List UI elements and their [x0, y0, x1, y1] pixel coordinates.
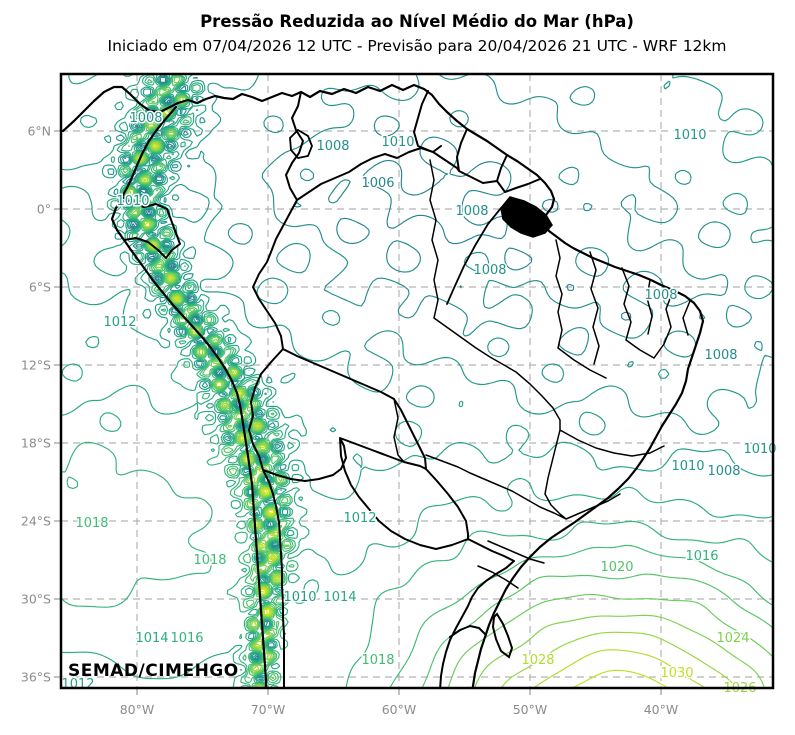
watermark-source: SEMAD/CIMEHGO: [68, 661, 239, 681]
isobar-label: 1028: [521, 653, 554, 668]
lake-maracaibo: [289, 128, 313, 159]
isobar-label: 1014: [323, 590, 356, 605]
isobar-label: 1018: [361, 653, 394, 668]
isobar-label: 1020: [600, 560, 633, 575]
isobar-contours: [61, 74, 773, 688]
isobar-label: 1016: [685, 549, 718, 564]
isobar-label: 1008: [704, 348, 737, 363]
lat-tick-label: 0°: [37, 202, 51, 217]
lon-tick-label: 80°W: [120, 702, 155, 717]
isobar-label: 1030: [660, 666, 693, 681]
isobar-label: 1010: [116, 194, 149, 209]
lon-tick-label: 50°W: [513, 702, 548, 717]
isobar-label: 1008: [316, 139, 349, 154]
isobar-label: 1010: [673, 128, 706, 143]
graticule-gridlines: [54, 74, 773, 695]
isobar-label: 1010: [743, 442, 776, 457]
lat-tick-label: 6°S: [29, 280, 51, 295]
isobar-label: 1012: [343, 511, 376, 526]
lat-tick-label: 18°S: [21, 436, 51, 451]
axis-tick-labels: 6°N 0° 6°S 12°S 18°S 24°S 30°S 36°S 80°W 70°W 60°W…: [21, 124, 678, 718]
lon-tick-label: 40°W: [644, 702, 679, 717]
isobar-label: 1010: [283, 590, 316, 605]
isobar-label: 1008: [473, 263, 506, 278]
map-frame: [59, 72, 775, 690]
isobar-label: 1008: [707, 464, 740, 479]
chart-title: Pressão Reduzida ao Nível Médio do Mar (…: [200, 12, 634, 31]
isobar-label: 1018: [75, 516, 108, 531]
isobar-label: 1014: [135, 631, 168, 646]
amazon-delta: [500, 196, 553, 238]
isobar-label: 1006: [361, 176, 394, 191]
isobar-1034: [263, 489, 266, 591]
isobar-label: 1010: [381, 135, 414, 150]
coastline-pacific: [110, 105, 268, 688]
isobar-label: 1008: [455, 204, 488, 219]
lat-tick-label: 24°S: [21, 514, 51, 529]
chart-subtitle: Iniciado em 07/04/2026 12 UTC - Previsão…: [107, 37, 727, 55]
isobar-label: 1010: [671, 459, 704, 474]
isobar-1018: [116, 74, 773, 688]
isobar-1010: [107, 74, 773, 682]
isobar-label: 1018: [193, 553, 226, 568]
lat-tick-label: 36°S: [21, 670, 51, 685]
lat-tick-label: 30°S: [21, 592, 51, 607]
isobar-1014: [61, 74, 773, 688]
isobar-label: 1016: [170, 631, 203, 646]
isobar-label: 1008: [129, 111, 162, 126]
country-borders: [121, 90, 541, 688]
isobar-label: 1012: [103, 315, 136, 330]
isobar-1004: [131, 99, 264, 659]
coastlines-and-borders: [61, 83, 705, 688]
lagoa-dos-patos: [491, 612, 514, 659]
brazil-state-borders: [393, 159, 691, 589]
lat-tick-label: 12°S: [21, 358, 51, 373]
isobar-label: 1024: [716, 631, 749, 646]
amazon-river: [446, 207, 502, 305]
lat-tick-label: 6°N: [27, 124, 51, 139]
isobar-label: 1008: [644, 288, 677, 303]
lon-tick-label: 60°W: [382, 702, 417, 717]
isobar-1020: [122, 75, 773, 688]
lon-tick-label: 70°W: [251, 702, 286, 717]
